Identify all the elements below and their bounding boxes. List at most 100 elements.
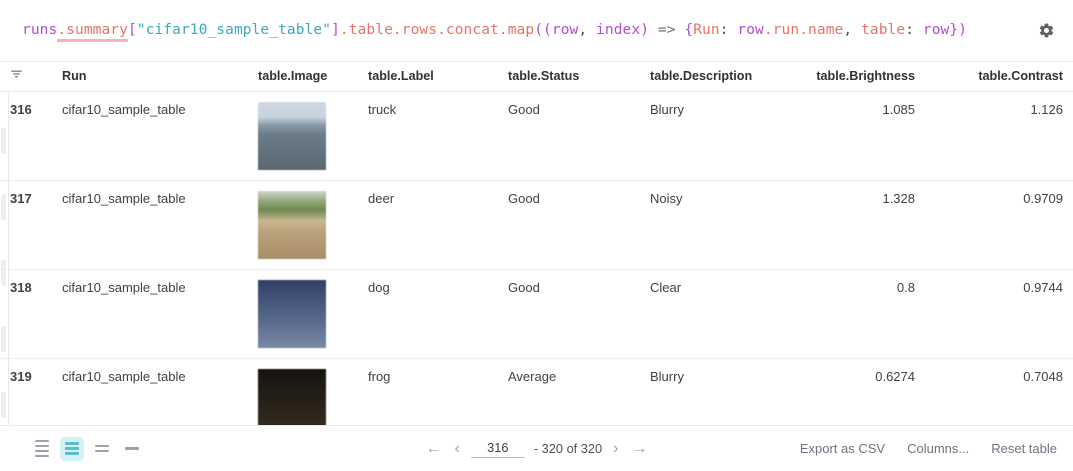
expr-token: {	[684, 22, 694, 39]
expr-token: }	[949, 22, 959, 39]
column-header-image[interactable]: table.Image	[248, 62, 358, 92]
expr-token: .rows	[392, 22, 438, 39]
contrast-cell: 0.7048	[925, 358, 1073, 425]
expr-token: .summary	[57, 22, 128, 43]
run-name-cell[interactable]: cifar10_sample_table	[52, 91, 248, 181]
export-as-csv-button[interactable]: Export as CSV	[799, 441, 886, 456]
expr-token: .table	[339, 22, 393, 39]
expr-token: row	[737, 22, 764, 39]
description-cell: Blurry	[640, 91, 785, 181]
expr-token: .name	[799, 22, 844, 39]
density-standard[interactable]	[60, 436, 84, 461]
table-row[interactable]: 319 cifar10_sample_table frog Average Blurry…	[0, 358, 1073, 425]
page-number-input[interactable]	[470, 439, 525, 458]
table-header: Run table.Image table.Label table.Status…	[0, 62, 1073, 92]
expr-token: .concat	[437, 22, 499, 39]
column-header-run[interactable]: Run	[52, 62, 248, 92]
expr-token: :	[719, 22, 738, 39]
brightness-cell: 1.085	[785, 91, 925, 181]
density-compact[interactable]	[90, 437, 114, 461]
density-line	[35, 454, 49, 458]
status-cell: Good	[498, 269, 640, 359]
table-header-row: Run table.Image table.Label table.Status…	[0, 62, 1073, 92]
brightness-cell: 0.8	[785, 269, 925, 359]
row-index-cell: 316	[0, 91, 52, 181]
expr-token: "cifar10_sample_table"	[136, 22, 332, 39]
label-cell: truck	[358, 91, 498, 181]
status-cell: Good	[498, 91, 640, 181]
column-header-label[interactable]: table.Label	[358, 62, 498, 92]
expr-token: )	[640, 22, 650, 39]
status-cell: Good	[498, 180, 640, 270]
dog-thumbnail[interactable]	[258, 280, 326, 348]
density-line	[35, 449, 49, 453]
image-cell[interactable]	[248, 269, 358, 359]
arrow-right-icon[interactable]: →	[631, 439, 648, 457]
expr-token: :	[905, 22, 923, 39]
run-name-cell[interactable]: cifar10_sample_table	[52, 269, 248, 359]
table-body: 316 cifar10_sample_table truck Good Blurry 1.…	[0, 91, 1073, 425]
image-cell[interactable]	[248, 180, 358, 270]
density-minimal[interactable]	[120, 437, 144, 461]
filter-icon[interactable]	[10, 68, 23, 84]
brightness-cell: 0.6274	[785, 358, 925, 425]
expr-token: .map	[498, 22, 535, 39]
row-index-cell: 318	[0, 269, 52, 359]
expr-token: ,	[578, 22, 597, 39]
table-container: Run table.Image table.Label table.Status…	[0, 62, 1073, 425]
table-row[interactable]: 317 cifar10_sample_table deer Good Noisy 1.32…	[0, 180, 1073, 270]
density-line	[35, 439, 49, 443]
footer-actions: Export as CSV Columns... Reset table	[800, 441, 1057, 456]
expression-bar: runs.summary["cifar10_sample_table"].tab…	[0, 0, 1073, 62]
row-index-cell: 319	[0, 358, 52, 425]
run-name-cell[interactable]: cifar10_sample_table	[52, 180, 248, 270]
query-expression[interactable]: runs.summary["cifar10_sample_table"].tab…	[22, 22, 1033, 43]
description-cell: Noisy	[640, 180, 785, 270]
deer-thumbnail[interactable]	[258, 191, 326, 259]
chevron-right-icon[interactable]: ›	[613, 439, 619, 457]
density-line	[125, 447, 139, 450]
density-line	[35, 444, 49, 448]
label-cell: deer	[358, 180, 498, 270]
chevron-left-icon[interactable]: ‹	[454, 439, 460, 457]
density-comfortable[interactable]	[30, 437, 54, 461]
gear-icon[interactable]	[1033, 18, 1059, 44]
pagination-range-text: - 320 of 320	[533, 441, 603, 456]
column-header-index[interactable]	[0, 62, 52, 92]
column-header-status[interactable]: table.Status	[498, 62, 640, 92]
reset-table-button[interactable]: Reset table	[991, 441, 1057, 456]
expr-token: =>	[649, 22, 685, 39]
label-cell: dog	[358, 269, 498, 359]
expr-token: )	[958, 22, 968, 39]
label-cell: frog	[358, 358, 498, 425]
row-index-cell: 317	[0, 180, 52, 270]
column-header-description[interactable]: table.Description	[640, 62, 785, 92]
density-line	[65, 452, 79, 455]
column-header-brightness[interactable]: table.Brightness	[785, 62, 925, 92]
description-cell: Clear	[640, 269, 785, 359]
image-cell[interactable]	[248, 91, 358, 181]
image-cell[interactable]	[248, 358, 358, 425]
column-header-contrast[interactable]: table.Contrast	[925, 62, 1073, 92]
row-density-toggle-group	[30, 436, 144, 461]
contrast-cell: 0.9709	[925, 180, 1073, 270]
density-line	[95, 444, 109, 448]
run-name-cell[interactable]: cifar10_sample_table	[52, 358, 248, 425]
truck-thumbnail[interactable]	[258, 102, 326, 170]
frog-thumbnail[interactable]	[258, 369, 326, 425]
contrast-cell: 0.9744	[925, 269, 1073, 359]
table-row[interactable]: 316 cifar10_sample_table truck Good Blurry 1.…	[0, 91, 1073, 181]
data-table: Run table.Image table.Label table.Status…	[0, 62, 1073, 425]
arrow-left-icon[interactable]: ←	[425, 439, 442, 457]
columns-button[interactable]: Columns...	[907, 441, 970, 456]
density-line	[95, 449, 109, 453]
expr-token: table	[861, 22, 906, 39]
pagination: ← ‹ - 320 of 320 › →	[0, 439, 1073, 459]
expr-token: row	[551, 22, 579, 39]
expr-token: index	[596, 22, 641, 39]
expr-token: ((	[534, 22, 552, 39]
density-line	[65, 447, 79, 450]
table-row[interactable]: 318 cifar10_sample_table dog Good Clear 0.8 0.…	[0, 269, 1073, 359]
expr-token: [	[127, 22, 137, 39]
